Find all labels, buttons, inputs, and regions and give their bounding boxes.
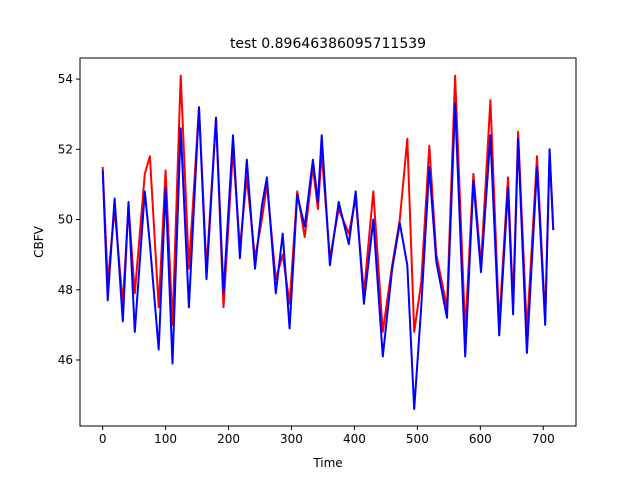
- y-tick-label: 48: [58, 283, 73, 297]
- series-line: [101, 102, 555, 411]
- plot-frame: [79, 57, 577, 427]
- y-axis-label: CBFV: [32, 225, 46, 258]
- y-tick-label: 52: [58, 142, 73, 156]
- x-tick-label: 100: [154, 432, 177, 446]
- y-tick-label: 50: [58, 213, 73, 227]
- x-tick-label: 700: [532, 432, 555, 446]
- x-tick-label: 300: [280, 432, 303, 446]
- x-tick-label: 200: [217, 432, 240, 446]
- y-tick-label: 54: [58, 72, 73, 86]
- x-tick-label: 500: [406, 432, 429, 446]
- chart-title: test 0.89646386095711539: [230, 36, 426, 52]
- x-axis-label: Time: [312, 456, 342, 470]
- x-tick-label: 0: [99, 432, 107, 446]
- x-tick-label: 600: [469, 432, 492, 446]
- y-tick-label: 46: [58, 353, 73, 367]
- x-tick-label: 400: [343, 432, 366, 446]
